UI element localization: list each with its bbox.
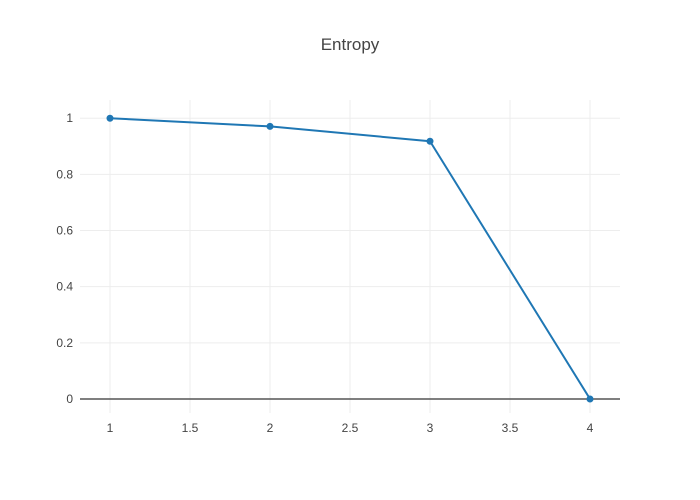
series-line-path [109,117,591,400]
x-gridlines [109,100,591,413]
x-tick-label: 3 [427,421,434,435]
y-tick-label: 0.2 [56,336,73,350]
x-tick-label: 1 [107,421,114,435]
data-point-marker [106,114,114,122]
x-tick-labels: 1 1.5 2 2.5 3 3.5 4 [107,421,594,435]
chart-title: Entropy [321,35,380,54]
y-tick-label: 0.6 [56,224,73,238]
y-tick-label: 1 [66,111,73,125]
data-point-marker [426,137,434,145]
x-tick-label: 2.5 [342,421,359,435]
y-gridlines [80,117,620,344]
series-group [106,114,594,403]
data-point-marker [266,122,274,130]
y-tick-label: 0.8 [56,167,73,181]
x-tick-label: 1.5 [182,421,199,435]
x-tick-label: 3.5 [502,421,519,435]
x-tick-label: 4 [587,421,594,435]
y-tick-label: 0.4 [56,280,73,294]
y-tick-label: 0 [66,392,73,406]
y-tick-labels: 0 0.2 0.4 0.6 0.8 1 [56,111,73,406]
x-tick-label: 2 [267,421,274,435]
data-point-marker [586,395,594,403]
